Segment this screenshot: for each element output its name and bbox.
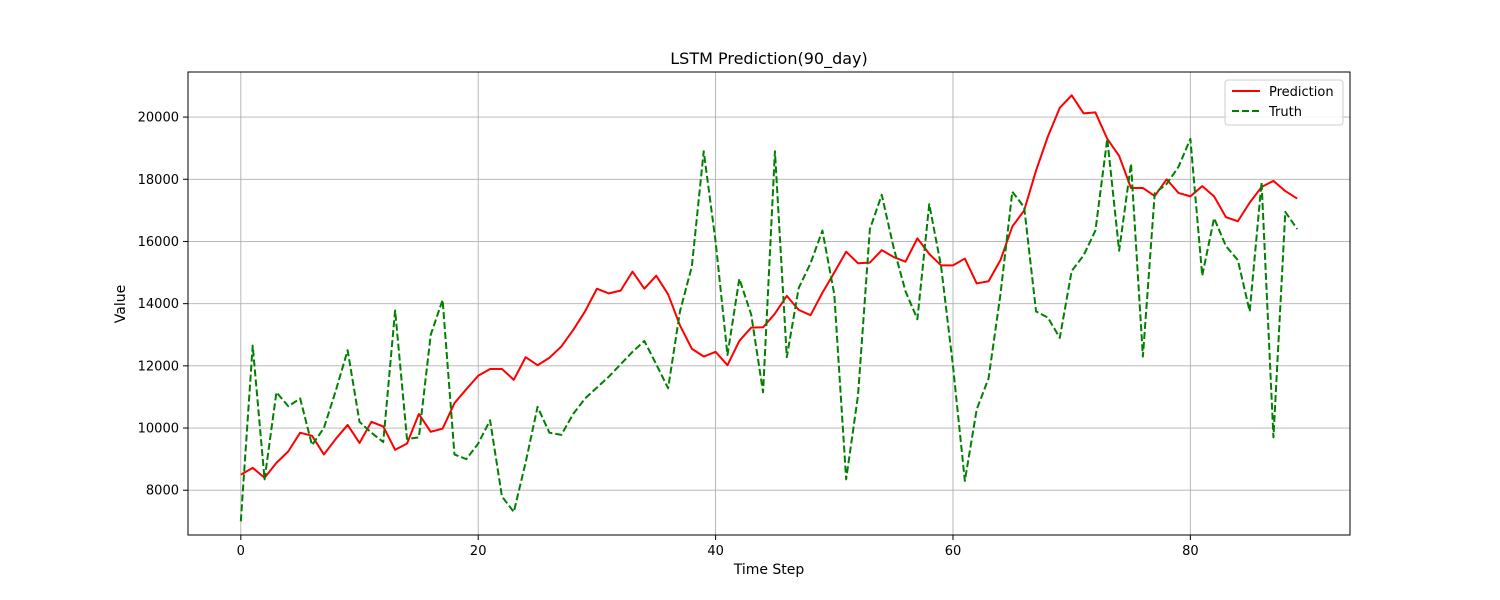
series-line-prediction [240, 94, 1298, 479]
x-tick-label: 80 [1182, 544, 1199, 559]
y-tick-label: 20000 [138, 111, 179, 126]
x-tick-label: 20 [470, 544, 487, 559]
y-axis-ticks: 8000 10000 12000 14000 16000 18000 20000 [138, 111, 188, 499]
y-tick-label: 10000 [138, 422, 179, 437]
x-tick-label: 0 [237, 544, 245, 559]
legend: Prediction Truth [1224, 79, 1344, 126]
y-tick-label: 8000 [146, 484, 179, 499]
chart-title: LSTM Prediction(90_day) [670, 49, 868, 69]
x-tick-label: 40 [707, 544, 724, 559]
legend-label-prediction: Prediction [1269, 85, 1334, 100]
x-axis-ticks: 0 20 40 60 80 [237, 535, 1199, 559]
y-axis-label: Value [113, 285, 129, 323]
y-tick-label: 16000 [138, 235, 179, 250]
y-tick-label: 12000 [138, 359, 179, 374]
legend-label-truth: Truth [1268, 105, 1302, 120]
x-axis-label: Time Step [733, 562, 805, 578]
series-line-truth [239, 137, 1299, 522]
grid-layer [188, 72, 1350, 535]
y-tick-label: 14000 [138, 297, 179, 312]
y-tick-label: 18000 [138, 173, 179, 188]
series-layer [239, 94, 1299, 522]
x-tick-label: 60 [945, 544, 962, 559]
